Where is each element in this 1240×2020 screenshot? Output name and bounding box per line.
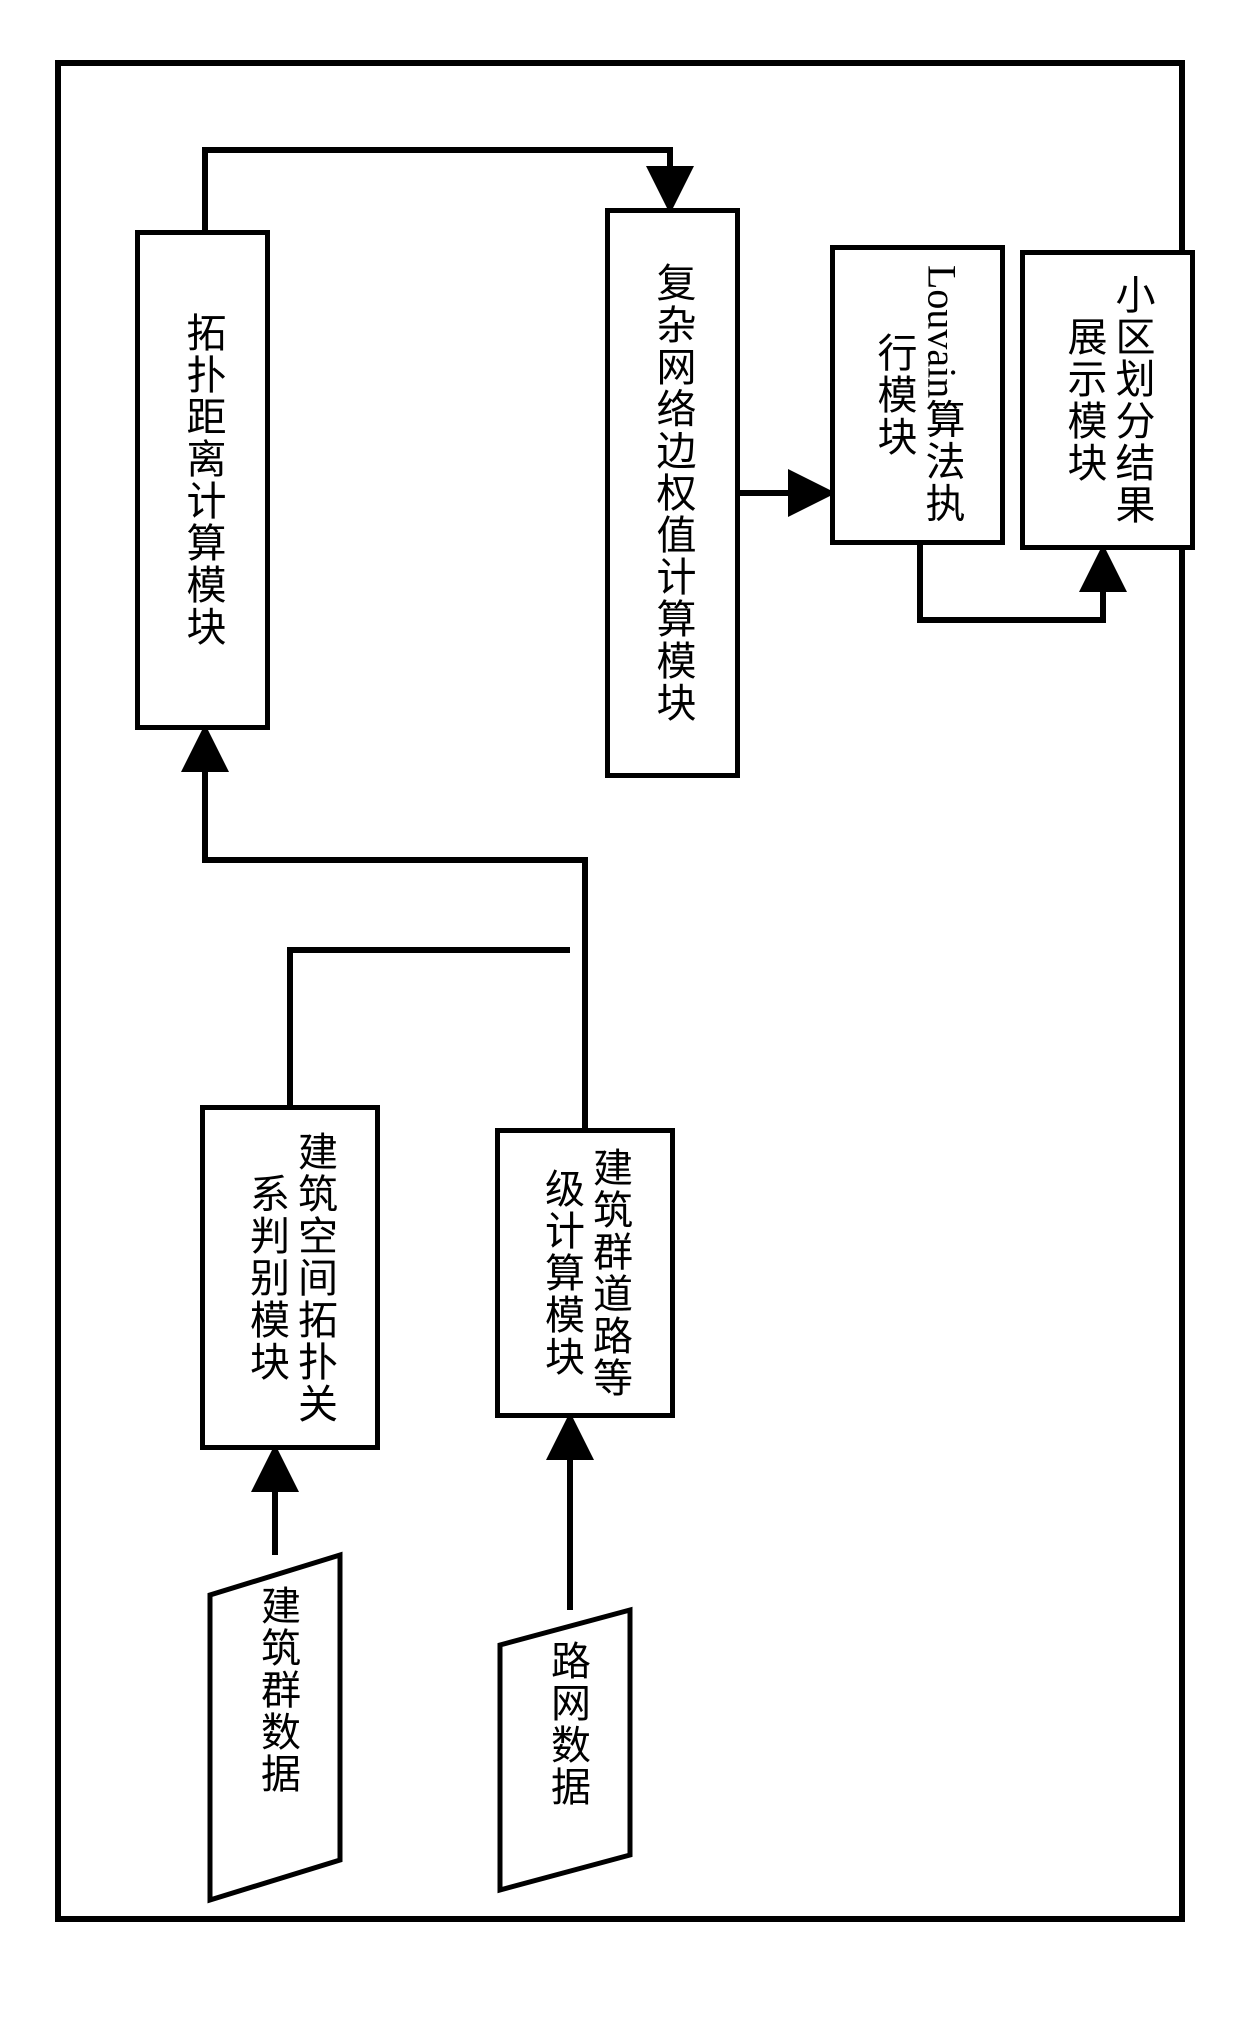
node-mod4: 复杂网络边权值计算模块 xyxy=(605,208,740,778)
node-mod5: Louvain算法执行模块 xyxy=(830,245,1005,545)
node-mod3: 拓扑距离计算模块 xyxy=(135,230,270,730)
node-mod2: 建筑群道路等级计算模块 xyxy=(495,1128,675,1418)
node-mod1: 建筑空间拓扑关系判别模块 xyxy=(200,1105,380,1450)
node-mod6-label: 小区划分结果展示模块 xyxy=(1060,255,1156,545)
node-mod2-label: 建筑群道路等级计算模块 xyxy=(537,1133,633,1413)
diagram-canvas: 建筑空间拓扑关系判别模块 建筑群道路等级计算模块 拓扑距离计算模块 复杂网络边权… xyxy=(0,0,1240,2020)
node-mod6: 小区划分结果展示模块 xyxy=(1020,250,1195,550)
node-data2-label: 路网数据 xyxy=(543,1640,591,1860)
node-mod5-label: Louvain算法执行模块 xyxy=(870,250,966,540)
node-mod4-label: 复杂网络边权值计算模块 xyxy=(649,262,697,724)
node-mod3-label: 拓扑距离计算模块 xyxy=(179,312,227,648)
node-mod1-label: 建筑空间拓扑关系判别模块 xyxy=(242,1110,338,1445)
node-data1-label: 建筑群数据 xyxy=(253,1585,301,1870)
